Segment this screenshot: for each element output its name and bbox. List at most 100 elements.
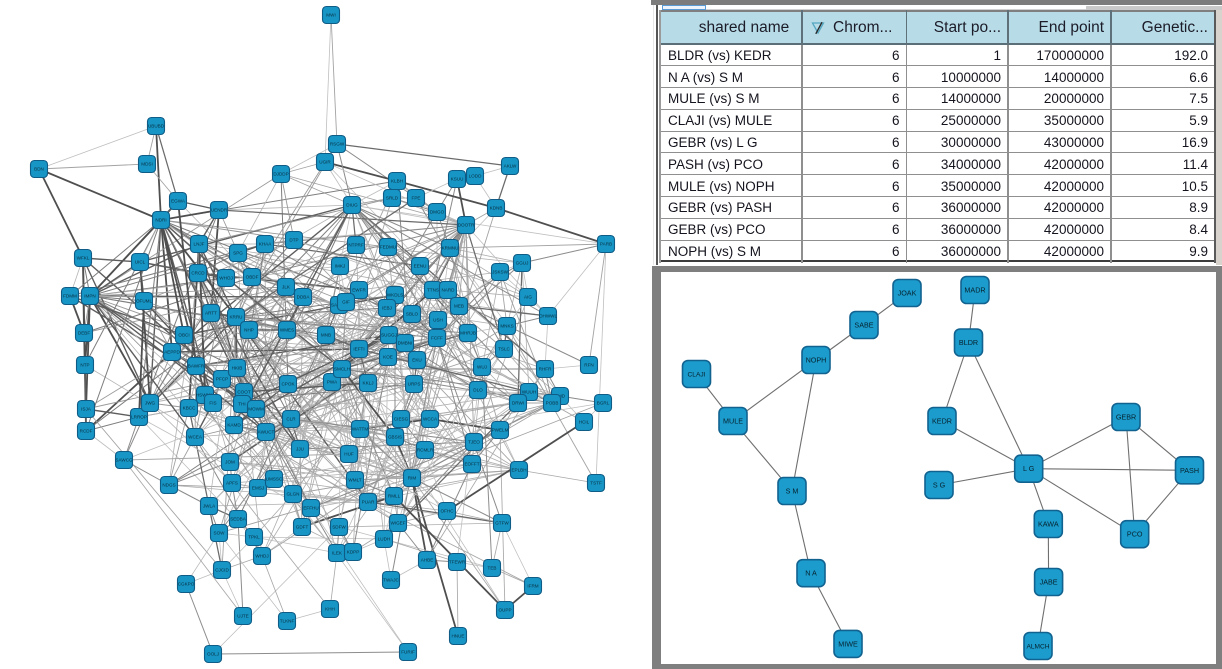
svg-text:JOM: JOM: [225, 460, 235, 465]
svg-text:AKLW: AKLW: [504, 164, 517, 169]
svg-text:UICL: UICL: [135, 260, 146, 265]
svg-text:HSWMM: HSWMM: [196, 393, 215, 398]
svg-text:IEBJ: IEBJ: [382, 306, 392, 311]
svg-text:CPOK: CPOK: [281, 382, 295, 387]
svg-text:PUAR: PUAR: [362, 500, 375, 505]
svg-text:SOW: SOW: [214, 531, 226, 536]
svg-text:HCIL: HCIL: [579, 420, 590, 425]
svg-text:MNB: MNB: [321, 333, 331, 338]
svg-text:KLBH: KLBH: [391, 179, 403, 184]
svg-text:RHFR: RHFR: [539, 367, 552, 372]
svg-text:OHWWL: OHWWL: [539, 314, 558, 319]
svg-text:BGRL: BGRL: [597, 401, 610, 406]
svg-text:NTP: NTP: [80, 363, 89, 368]
svg-text:COOT: COOT: [237, 390, 250, 395]
svg-text:SBLO: SBLO: [406, 312, 419, 317]
svg-text:NOPH: NOPH: [806, 356, 827, 365]
svg-text:NTPRF: NTPRF: [348, 243, 364, 248]
svg-text:OBDF: OBDF: [246, 275, 259, 280]
svg-text:MNKS: MNKS: [500, 324, 513, 329]
svg-text:LODD: LODD: [469, 174, 482, 179]
svg-text:LNJF: LNJF: [194, 242, 205, 247]
svg-text:TSLC: TSLC: [498, 347, 510, 352]
svg-text:EGWA: EGWA: [171, 199, 186, 204]
svg-text:DIUG: DIUG: [346, 203, 358, 208]
svg-text:GDFT: GDFT: [296, 525, 309, 530]
svg-text:KSUU: KSUU: [451, 177, 464, 182]
svg-text:KAMD: KAMD: [227, 423, 241, 428]
svg-text:WMES: WMES: [280, 328, 294, 333]
svg-text:OBCI: OBCI: [178, 333, 189, 338]
svg-text:N A: N A: [805, 569, 817, 578]
svg-text:ISJA: ISJA: [81, 407, 92, 412]
svg-text:DTP: DTP: [289, 238, 298, 243]
svg-text:KRRU: KRRU: [229, 315, 242, 320]
svg-text:RCDF: RCDF: [80, 429, 93, 434]
svg-text:OUPP: OUPP: [498, 608, 511, 613]
svg-text:UMSSC: UMSSC: [266, 477, 283, 482]
svg-text:WCEA: WCEA: [188, 435, 203, 440]
svg-text:KHH: KHH: [325, 607, 335, 612]
svg-text:MWI: MWI: [326, 13, 335, 18]
svg-text:ARTT: ARTT: [205, 311, 217, 316]
svg-text:UJTE: UJTE: [237, 614, 248, 619]
svg-text:URPS: URPS: [408, 382, 421, 387]
svg-text:NDGS: NDGS: [162, 483, 175, 488]
svg-text:WKDLS: WKDLS: [387, 293, 403, 298]
svg-text:EWFR: EWFR: [352, 288, 366, 293]
svg-text:TPKL: TPKL: [248, 535, 260, 540]
svg-text:JOAK: JOAK: [898, 289, 917, 298]
svg-text:FEDMU: FEDMU: [380, 245, 396, 250]
svg-text:GIF: GIF: [342, 300, 350, 305]
svg-text:TEB: TEB: [488, 566, 497, 571]
svg-text:MHRJB: MHRJB: [460, 331, 476, 336]
svg-text:FURIF: FURIF: [401, 650, 415, 655]
svg-text:JJU: JJU: [296, 447, 304, 452]
svg-text:PCO: PCO: [1127, 530, 1143, 539]
svg-text:RSGW: RSGW: [330, 142, 345, 147]
svg-text:UGIR: UGIR: [319, 160, 331, 165]
svg-text:DRWI: DRWI: [512, 401, 524, 406]
svg-text:GGUJ: GGUJ: [516, 261, 529, 266]
svg-text:DEBF: DEBF: [78, 331, 90, 336]
svg-text:SMCLH: SMCLH: [334, 367, 350, 372]
svg-text:KHAA: KHAA: [259, 242, 272, 247]
svg-text:SRLD: SRLD: [386, 196, 399, 201]
svg-text:CLAJI: CLAJI: [688, 372, 706, 379]
svg-text:CRCD: CRCD: [191, 271, 205, 276]
svg-text:FPE: FPE: [412, 196, 421, 201]
svg-text:GBSIS: GBSIS: [388, 435, 402, 440]
svg-text:PARB: PARB: [600, 242, 612, 247]
svg-text:SABE: SABE: [854, 321, 873, 330]
svg-text:LRROP: LRROP: [131, 415, 147, 420]
svg-text:PWA: PWA: [327, 380, 338, 385]
svg-text:FIS: FIS: [209, 401, 216, 406]
svg-text:THI: THI: [238, 402, 245, 407]
svg-text:KEDR: KEDR: [932, 417, 952, 426]
svg-text:APFS: APFS: [226, 481, 238, 486]
svg-text:JABE: JABE: [1040, 578, 1058, 587]
svg-text:WCCA: WCCA: [423, 417, 438, 422]
svg-text:SAWCG: SAWCG: [115, 458, 133, 463]
svg-text:CGKPO: CGKPO: [178, 582, 195, 587]
svg-text:JLK: JLK: [282, 285, 291, 290]
svg-text:EPLBH: EPLBH: [511, 468, 526, 473]
svg-text:SPG: SPG: [233, 251, 243, 256]
svg-text:MOWM: MOWM: [248, 407, 264, 412]
svg-text:LUDH: LUDH: [378, 537, 391, 542]
svg-text:DLO: DLO: [473, 388, 483, 393]
svg-text:HKIB: HKIB: [232, 366, 243, 371]
svg-text:RCMLR: RCMLR: [417, 448, 434, 453]
svg-text:RIM: RIM: [408, 476, 417, 481]
svg-text:PWELM: PWELM: [492, 428, 509, 433]
svg-text:OOLJ: OOLJ: [207, 652, 219, 657]
svg-text:OFHC: OFHC: [440, 509, 454, 514]
svg-text:OFUML: OFUML: [136, 299, 153, 304]
svg-text:EENU: EENU: [414, 264, 427, 269]
svg-text:TTNS: TTNS: [427, 288, 439, 293]
svg-text:KAWA: KAWA: [1038, 520, 1059, 529]
svg-text:S M: S M: [786, 487, 799, 496]
svg-text:GEBR: GEBR: [1116, 413, 1136, 422]
svg-text:CJCID: CJCID: [215, 568, 229, 573]
svg-text:KKLJ: KKLJ: [363, 381, 374, 386]
